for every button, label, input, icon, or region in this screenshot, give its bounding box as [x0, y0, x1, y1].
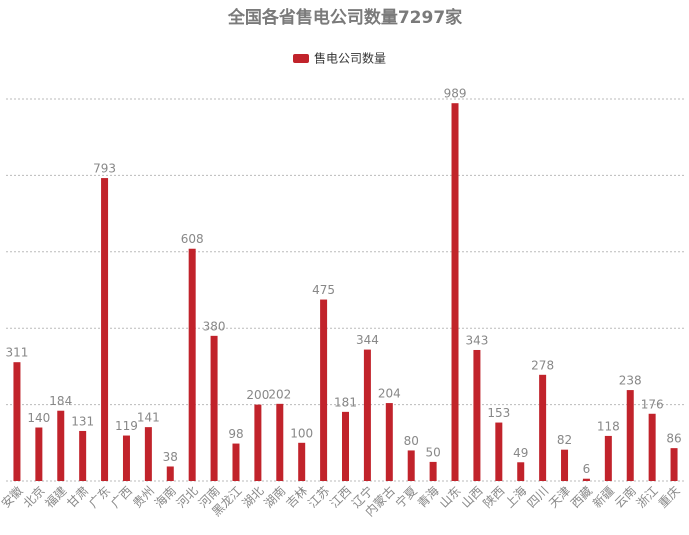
bar [232, 443, 240, 481]
value-label: 50 [425, 445, 440, 459]
bar [122, 435, 130, 481]
value-label: 38 [163, 450, 178, 464]
bar [539, 374, 547, 481]
bar [210, 335, 218, 481]
bar [101, 178, 109, 481]
bar [495, 422, 503, 481]
value-label: 989 [444, 87, 467, 101]
value-label: 153 [487, 406, 510, 420]
bar [320, 299, 328, 481]
value-label: 278 [531, 358, 554, 372]
value-label: 793 [93, 162, 116, 176]
value-label: 202 [268, 387, 291, 401]
value-label: 140 [27, 411, 50, 425]
bar [582, 478, 590, 481]
value-label: 6 [583, 462, 591, 476]
bar [648, 413, 656, 481]
value-label: 118 [597, 419, 620, 433]
bar [670, 448, 678, 481]
legend-label: 售电公司数量 [314, 51, 386, 66]
bar [604, 435, 612, 481]
value-label: 184 [49, 394, 72, 408]
value-label: 475 [312, 283, 335, 297]
value-label: 86 [666, 432, 681, 446]
value-label: 49 [513, 446, 528, 460]
bar [626, 390, 634, 481]
value-label: 119 [115, 419, 138, 433]
value-label: 380 [203, 319, 226, 333]
bar [57, 410, 65, 481]
value-label: 80 [404, 434, 419, 448]
bar [561, 449, 569, 481]
bar [166, 466, 174, 481]
value-label: 176 [641, 397, 664, 411]
value-label: 141 [137, 411, 160, 425]
legend-swatch [293, 54, 309, 63]
chart-title: 全国各省售电公司数量7297家 [227, 7, 462, 28]
value-label: 200 [246, 388, 269, 402]
bar [517, 462, 525, 481]
bar [451, 103, 459, 482]
value-label: 608 [181, 232, 204, 246]
bar [188, 248, 196, 481]
value-label: 343 [465, 333, 488, 347]
bar [363, 349, 371, 481]
bar [254, 404, 262, 481]
value-label: 181 [334, 395, 357, 409]
value-label: 344 [356, 333, 379, 347]
bar [407, 450, 415, 481]
bar [144, 427, 152, 481]
bar [276, 403, 284, 481]
value-label: 82 [557, 433, 572, 447]
value-label: 131 [71, 414, 94, 428]
bar [13, 362, 21, 481]
value-label: 100 [290, 426, 313, 440]
value-label: 204 [378, 387, 401, 401]
bar [35, 427, 43, 481]
value-label: 98 [228, 427, 243, 441]
bar [385, 403, 393, 481]
bar [342, 411, 349, 481]
value-label: 238 [619, 374, 642, 388]
bar [429, 461, 437, 481]
bar [473, 349, 481, 481]
bar [298, 442, 306, 481]
value-label: 311 [5, 346, 28, 360]
bar [79, 430, 87, 481]
